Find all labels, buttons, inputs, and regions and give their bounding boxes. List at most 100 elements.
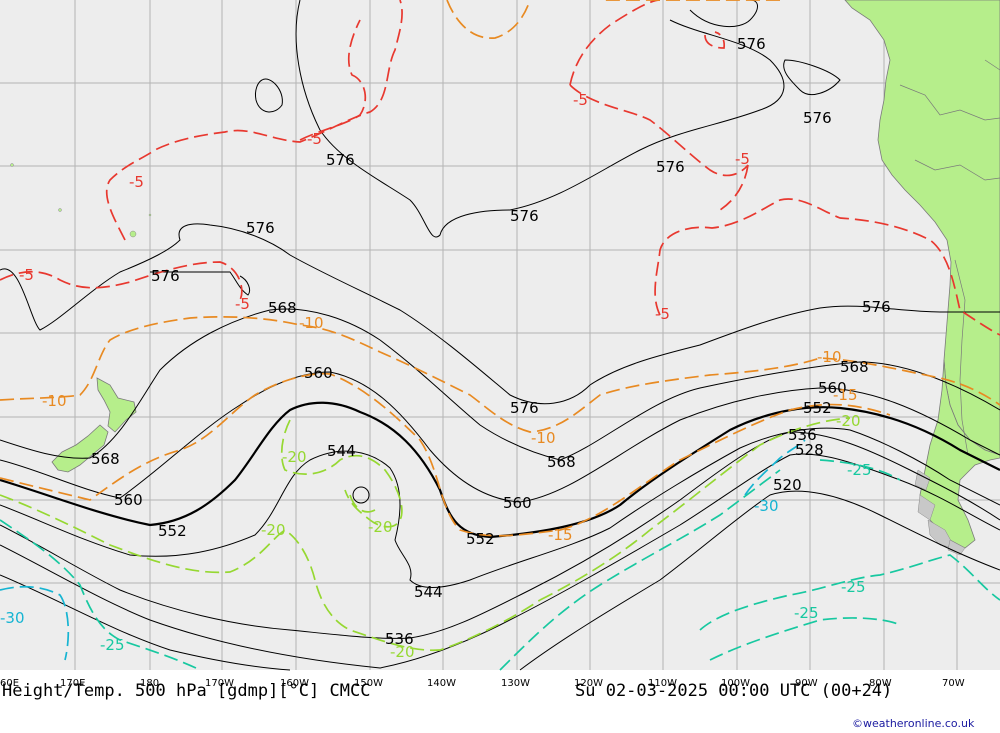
temp-contours xyxy=(0,0,1000,671)
temp-minus5-ring xyxy=(299,19,367,141)
lon-tick: 140W xyxy=(427,678,456,689)
temp-minus25-se2 xyxy=(709,617,901,661)
temp-labels: -5 -5 -5 -5 -5 -5 -5 -10 -10 -10 -10 -15… xyxy=(0,91,872,661)
patagonia-land xyxy=(919,359,1000,549)
contour-520-east xyxy=(519,490,1000,671)
ocean-area xyxy=(0,0,1000,670)
lon-tick: 150W xyxy=(354,678,383,689)
height-label: 576 xyxy=(510,207,539,225)
temp-minus25-se xyxy=(699,554,1000,631)
temp-minus5-east2 xyxy=(719,164,749,211)
lon-tick: 170E xyxy=(60,678,85,689)
valid-time: Su 02-03-2025 00:00 UTC (00+24) xyxy=(575,681,892,701)
lon-tick: 130W xyxy=(501,678,530,689)
temp-minus5-ne xyxy=(569,0,661,86)
height-label: 576 xyxy=(862,298,891,316)
temp-minus20-loop xyxy=(280,419,403,528)
height-label: 576 xyxy=(326,151,355,169)
temp-minus25-east xyxy=(819,459,901,481)
temp-label: -30 xyxy=(0,609,25,627)
temp-label: -25 xyxy=(841,578,866,596)
lon-tick: 60E xyxy=(0,678,19,689)
temp-minus20-inner xyxy=(349,494,376,513)
temp-minus5-box xyxy=(704,31,726,49)
height-label: 552 xyxy=(803,399,832,417)
country-borders xyxy=(899,59,1000,456)
height-label: 544 xyxy=(414,583,443,601)
contour-576-mid xyxy=(0,223,1000,405)
temp-label: -5 xyxy=(307,130,322,148)
lon-tick: 110W xyxy=(648,678,677,689)
height-label: 560 xyxy=(503,494,532,512)
lon-tick: 120W xyxy=(574,678,603,689)
temp-label: -5 xyxy=(235,295,250,313)
height-label: 560 xyxy=(818,379,847,397)
temp-minus30-sw xyxy=(0,585,70,661)
height-label: 560 xyxy=(114,491,143,509)
temp-label: -5 xyxy=(129,173,144,191)
height-label: 528 xyxy=(795,441,824,459)
footer-strip xyxy=(0,670,1000,733)
contour-576-ne2 xyxy=(689,0,758,28)
temp-minus30-se xyxy=(744,439,806,496)
temp-label: -5 xyxy=(735,150,750,168)
temp-label: -20 xyxy=(368,518,393,536)
height-label: 576 xyxy=(246,219,275,237)
temp-label: -25 xyxy=(100,636,125,654)
lon-tick: 80W xyxy=(869,678,892,689)
height-label: 576 xyxy=(656,158,685,176)
lon-tick: 100W xyxy=(721,678,750,689)
height-label: 536 xyxy=(788,426,817,444)
contour-576-blob xyxy=(255,78,283,113)
contour-576-north xyxy=(295,0,785,238)
temp-label: -20 xyxy=(261,521,286,539)
height-label: 576 xyxy=(803,109,832,127)
temp-label: -30 xyxy=(754,497,779,515)
temp-minus5-nw xyxy=(0,261,243,301)
height-label: 568 xyxy=(840,358,869,376)
temp-minus10-north xyxy=(446,0,531,39)
temp-label: -20 xyxy=(282,448,307,466)
temp-label: -25 xyxy=(847,461,872,479)
temp-label: -5 xyxy=(19,266,34,284)
height-labels: 576 576 576 576 576 576 576 576 576 568 … xyxy=(91,35,891,648)
temp-label: -20 xyxy=(390,643,415,661)
temp-minus10-west xyxy=(0,315,1000,433)
temp-minus25-sw xyxy=(0,519,201,671)
lon-tick: 70W xyxy=(942,678,965,689)
lon-tick: 90W xyxy=(795,678,818,689)
temp-label: -10 xyxy=(531,429,556,447)
height-label: 560 xyxy=(304,364,333,382)
height-label: 552 xyxy=(466,530,495,548)
height-label: 568 xyxy=(91,450,120,468)
height-label: 552 xyxy=(158,522,187,540)
temp-label: -10 xyxy=(42,392,67,410)
contour-544 xyxy=(0,427,1000,588)
height-label: 576 xyxy=(151,267,180,285)
temp-label: -25 xyxy=(794,604,819,622)
height-label: 576 xyxy=(737,35,766,53)
temp-label: -5 xyxy=(573,91,588,109)
map-title: Height/Temp. 500 hPa [gdmp][°C] CMCC xyxy=(2,681,370,701)
contour-576-ne xyxy=(783,59,841,95)
contour-576-nz xyxy=(150,271,251,296)
new-zealand-north-island xyxy=(96,377,137,433)
contour-536 xyxy=(0,431,1000,639)
longitude-ticks: 60E 170E 180 170W 160W 150W 140W 130W 12… xyxy=(0,678,965,689)
temp-minus15 xyxy=(0,372,891,537)
temp-label: -10 xyxy=(817,348,842,366)
temp-label: -10 xyxy=(299,314,324,332)
temp-minus5-ne2 xyxy=(569,84,749,177)
contour-520 xyxy=(0,574,291,671)
contour-560 xyxy=(0,371,1000,503)
credit-text[interactable]: ©weatheronline.co.uk xyxy=(852,717,975,730)
pacific-islands xyxy=(10,163,152,238)
temp-minus5-left xyxy=(105,0,403,241)
contour-568 xyxy=(0,308,1000,461)
temp-label: -5 xyxy=(655,305,670,323)
temp-minus25-mid xyxy=(499,469,781,671)
chile-islands xyxy=(914,469,966,556)
new-zealand-south-island xyxy=(51,424,109,473)
height-label: 544 xyxy=(327,442,356,460)
